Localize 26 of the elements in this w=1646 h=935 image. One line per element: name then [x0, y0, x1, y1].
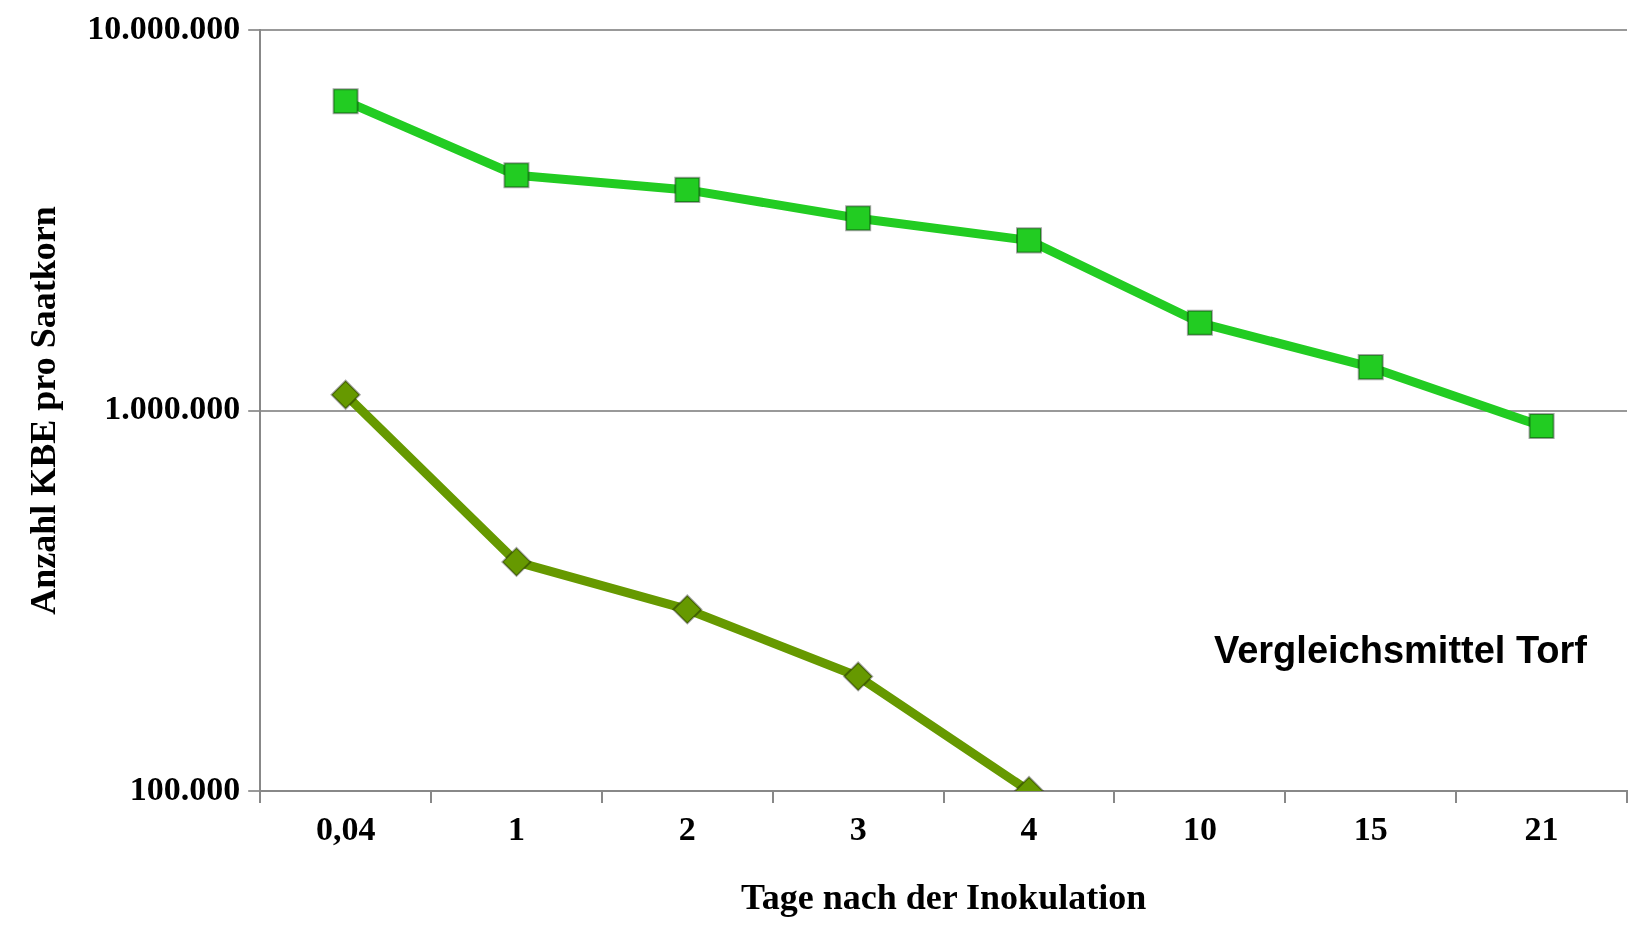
point — [845, 205, 872, 232]
y-tick-label: 100.000 — [129, 769, 241, 807]
point — [332, 88, 359, 115]
point — [330, 379, 361, 410]
point — [503, 162, 530, 189]
x-tick-label: 1 — [507, 810, 525, 848]
text: Vergleichsmittel Torf — [1213, 629, 1588, 672]
x-tick-label: 21 — [1524, 810, 1559, 848]
point — [672, 594, 703, 625]
point — [674, 176, 701, 203]
x-tick-label: 2 — [678, 810, 696, 848]
x-tick-label: 0,04 — [315, 810, 376, 848]
point — [1016, 227, 1043, 254]
point — [1357, 354, 1384, 381]
point — [1186, 309, 1213, 336]
x-tick-label: 3 — [849, 810, 867, 848]
point — [1528, 413, 1555, 440]
point — [501, 546, 532, 577]
x-tick-label: 15 — [1353, 810, 1388, 848]
y-tick-label: 1.000.000 — [104, 389, 241, 427]
x-axis-title: Tage nach der Inokulation — [741, 876, 1147, 917]
y-axis-title: Anzahl KBE pro Saatkorn — [22, 206, 63, 615]
x-tick-label: 10 — [1182, 810, 1217, 848]
y-tick-label: 10.000.000 — [87, 8, 241, 46]
point — [843, 661, 874, 692]
x-tick-label: 4 — [1020, 810, 1038, 848]
